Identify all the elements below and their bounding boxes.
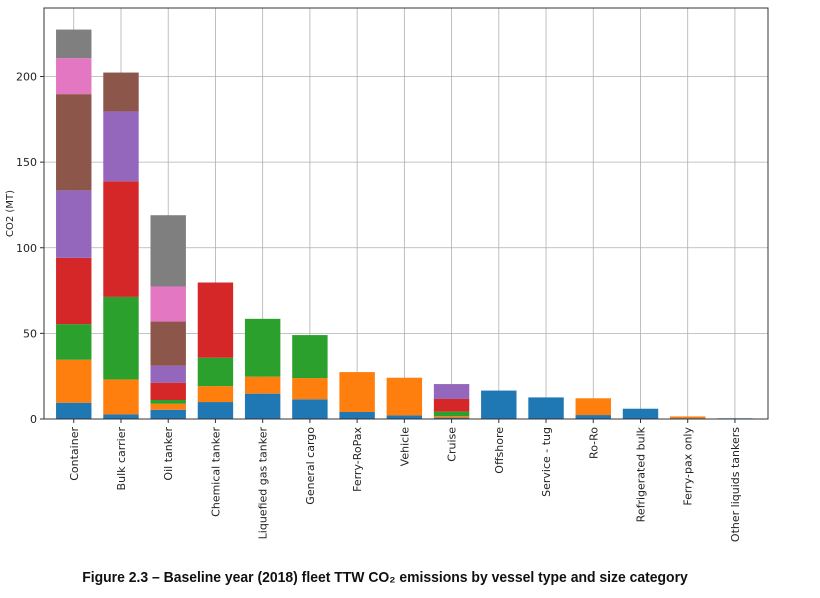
bar-segment	[197, 357, 234, 387]
x-tick-label: Bulk carrier	[115, 427, 128, 491]
x-tick-label: Container	[68, 427, 81, 481]
bar-segment	[433, 398, 470, 412]
bar-segment	[244, 376, 281, 394]
bar-segment	[103, 414, 139, 419]
x-tick-label: Chemical tanker	[209, 427, 222, 517]
bar-segment	[56, 324, 92, 360]
bar-segment	[244, 318, 281, 377]
bar-segment	[197, 402, 234, 419]
bar-segment	[528, 397, 564, 419]
bar-segment	[150, 409, 186, 419]
y-tick-label: 150	[16, 156, 37, 169]
x-tick-label: Oil tanker	[162, 427, 175, 481]
bar-segment	[575, 398, 611, 416]
bar-segment	[481, 390, 517, 419]
bar-segment	[433, 416, 470, 418]
bar-segment	[150, 365, 186, 383]
bar-segment	[103, 111, 139, 182]
bar-segment	[575, 415, 611, 419]
x-tick-label: Liquefied gas tanker	[257, 427, 270, 540]
x-tick-label: Vehicle	[398, 427, 411, 467]
bar-segment	[150, 399, 186, 404]
bar-segment	[622, 408, 659, 419]
bar-segment	[103, 181, 139, 297]
bar-segment	[56, 257, 92, 325]
bar-segment	[197, 282, 234, 358]
bar-segment	[56, 402, 92, 419]
x-tick-label: General cargo	[304, 427, 317, 505]
y-tick-label: 50	[23, 327, 37, 340]
bar-segment	[433, 417, 470, 419]
bar-segment	[150, 321, 186, 366]
bar-segment	[339, 411, 375, 419]
bar-segment	[386, 415, 423, 419]
x-tick-label: Cruise	[446, 427, 459, 462]
bar-segment	[433, 411, 470, 417]
x-tick-label: Ferry-RoPax	[351, 427, 364, 492]
bar-segment	[103, 296, 139, 380]
bar-segment	[339, 372, 375, 412]
y-tick-label: 100	[16, 242, 37, 255]
y-tick-label: 0	[30, 413, 37, 426]
bar-segment	[56, 29, 92, 59]
x-tick-label: Ferry-pax only	[682, 427, 695, 506]
bar-segment	[103, 72, 139, 112]
bar-segment	[56, 190, 92, 258]
bar-segment	[433, 384, 470, 399]
bar-segment	[292, 399, 328, 419]
bar-segment	[150, 403, 186, 410]
figure-caption: Figure 2.3 – Baseline year (2018) fleet …	[82, 569, 688, 586]
x-tick-label: Service - tug	[540, 427, 553, 497]
bar-segment	[56, 359, 92, 403]
x-tick-label: Refrigerated bulk	[634, 426, 647, 522]
y-tick-label: 200	[16, 71, 37, 84]
bar-segment	[386, 377, 423, 416]
stacked-bar-chart: 0 50 100 150 200 Container Bulk carrier Oil tan…	[5, 7, 769, 542]
plot-frame	[43, 7, 769, 420]
bar-segment	[150, 286, 186, 322]
bar-segment	[150, 215, 186, 287]
bar-segment	[292, 335, 328, 379]
y-axis-label: CO2 (MT)	[5, 190, 16, 237]
bar-segment	[244, 393, 281, 419]
x-tick-label: Ro-Ro	[587, 427, 600, 459]
x-tick-label: Other liquids tankers	[729, 427, 742, 542]
bar-segment	[56, 94, 92, 191]
bar-segment	[670, 416, 706, 419]
bar-segment	[56, 58, 92, 95]
bar-segment	[197, 386, 234, 403]
x-tick-label: Offshore	[493, 427, 506, 474]
bar-segment	[292, 378, 328, 400]
bar-segment	[103, 379, 139, 415]
bar-segment	[150, 382, 186, 400]
